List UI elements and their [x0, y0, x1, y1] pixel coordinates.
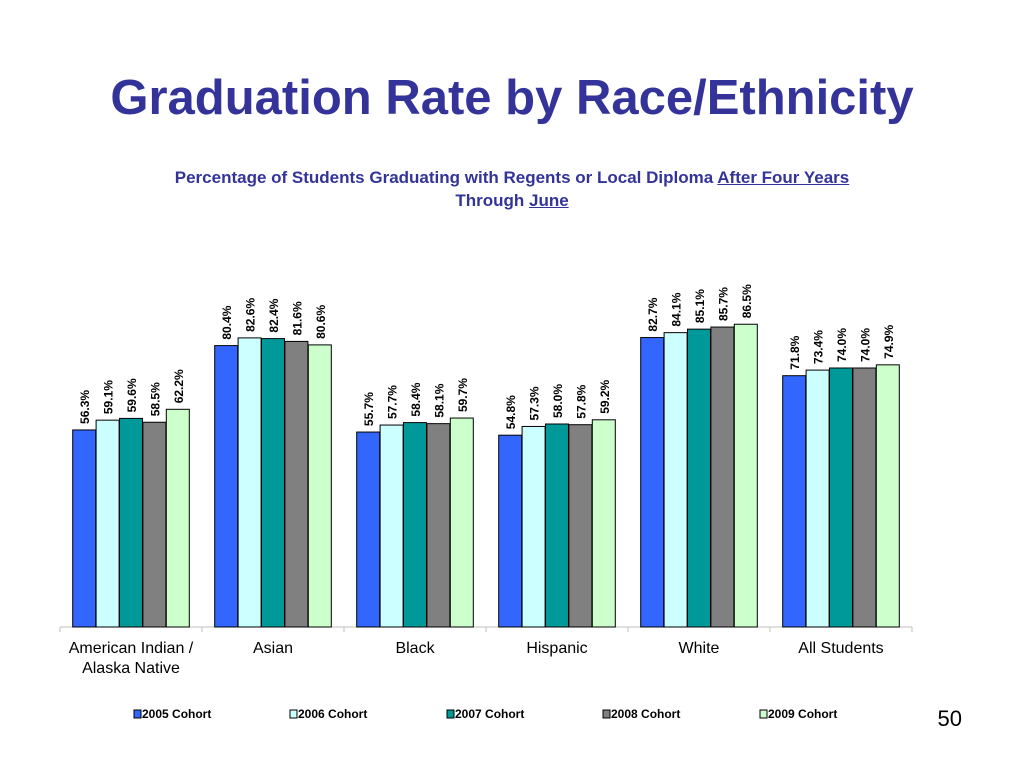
bar-2005-cohort: [498, 434, 523, 628]
bar-2005-cohort: [356, 431, 381, 628]
category-label: White: [679, 640, 720, 657]
legend-label: 2007 Cohort: [455, 707, 524, 721]
data-label: 56.3%: [78, 390, 92, 424]
data-label: 82.6%: [244, 298, 258, 332]
category-label: All Students: [798, 640, 883, 657]
subtitle-line-2-text: Through: [455, 191, 525, 210]
data-label: 82.4%: [267, 298, 281, 332]
category-label: Black: [395, 640, 435, 657]
bar-2007-cohort: [545, 423, 569, 628]
bar-2007-cohort: [261, 338, 285, 628]
legend-label: 2005 Cohort: [142, 707, 211, 721]
chart-subtitle: Percentage of Students Graduating with R…: [60, 166, 964, 212]
data-label: 58.1%: [432, 383, 446, 417]
bar-2008-cohort: [568, 424, 593, 628]
category-label: Asian: [253, 640, 293, 657]
bar-2008-cohort: [426, 423, 451, 628]
legend-label: 2009 Cohort: [768, 707, 837, 721]
data-label: 80.6%: [314, 305, 328, 339]
legend-swatch: [759, 709, 768, 719]
bar-2007-cohort: [119, 417, 143, 628]
subtitle-line-2: Through June: [60, 189, 964, 212]
legend-label: 2006 Cohort: [298, 707, 367, 721]
subtitle-line-1-text: Percentage of Students Graduating with R…: [174, 168, 714, 187]
bar-2009-cohort: [165, 408, 190, 628]
data-label: 74.9%: [882, 324, 896, 358]
data-label: 81.6%: [290, 301, 304, 335]
slide-title: Graduation Rate by Race/Ethnicity: [110, 71, 914, 125]
legend-swatch: [446, 709, 455, 719]
data-label: 59.1%: [102, 380, 116, 414]
bar-2005-cohort: [214, 345, 239, 628]
data-label: 71.8%: [788, 335, 802, 369]
bar-2009-cohort: [591, 419, 616, 628]
data-label: 58.4%: [409, 382, 423, 416]
bar-2008-cohort: [710, 326, 735, 628]
category-label: Hispanic: [526, 640, 587, 657]
data-label: 58.5%: [148, 382, 162, 416]
data-label: 54.8%: [504, 395, 518, 429]
bar-2007-cohort: [403, 422, 427, 628]
legend-swatch: [133, 709, 142, 719]
data-label: 84.1%: [670, 292, 684, 326]
data-label: 82.7%: [646, 297, 660, 331]
legend-label: 2008 Cohort: [611, 707, 680, 721]
bar-2009-cohort: [449, 417, 474, 628]
data-label: 74.0%: [858, 328, 872, 362]
data-label: 58.0%: [551, 384, 565, 418]
legend-swatch: [602, 709, 611, 719]
data-label: 59.7%: [456, 378, 470, 412]
category-label: American Indian /: [69, 640, 194, 657]
legend-swatch: [289, 709, 298, 719]
bar-2006-cohort: [663, 332, 688, 628]
subtitle-line-1-underlined: After Four Years: [717, 168, 850, 187]
category-label: Alaska Native: [82, 660, 180, 677]
bar-2006-cohort: [521, 425, 546, 628]
bar-2006-cohort: [95, 419, 120, 628]
bar-2008-cohort: [852, 367, 877, 628]
data-label: 85.7%: [716, 287, 730, 321]
bar-2008-cohort: [284, 340, 309, 628]
bar-2006-cohort: [237, 337, 262, 628]
data-label: 59.6%: [125, 378, 139, 412]
bar-2009-cohort: [733, 323, 758, 628]
bar-2009-cohort: [875, 364, 900, 628]
data-label: 74.0%: [835, 328, 849, 362]
bar-2005-cohort: [640, 337, 665, 628]
bar-2007-cohort: [687, 328, 711, 628]
bar-2009-cohort: [307, 344, 332, 628]
bar-2008-cohort: [142, 421, 167, 628]
bar-2005-cohort: [782, 375, 807, 628]
bar-2006-cohort: [805, 369, 830, 628]
subtitle-line-1: Percentage of Students Graduating with R…: [60, 166, 964, 189]
data-label: 62.2%: [172, 369, 186, 403]
data-label: 55.7%: [362, 392, 376, 426]
data-label: 86.5%: [740, 284, 754, 318]
data-label: 85.1%: [693, 289, 707, 323]
data-label: 59.2%: [598, 379, 612, 413]
bar-2007-cohort: [829, 367, 853, 628]
data-label: 57.8%: [574, 384, 588, 418]
subtitle-line-2-underlined: June: [528, 191, 569, 210]
page-number: 50: [937, 706, 962, 731]
bar-2006-cohort: [379, 424, 404, 628]
data-label: 73.4%: [812, 330, 826, 364]
data-label: 57.7%: [386, 385, 400, 419]
data-label: 80.4%: [220, 305, 234, 339]
data-label: 57.3%: [528, 386, 542, 420]
bar-2005-cohort: [72, 429, 97, 628]
